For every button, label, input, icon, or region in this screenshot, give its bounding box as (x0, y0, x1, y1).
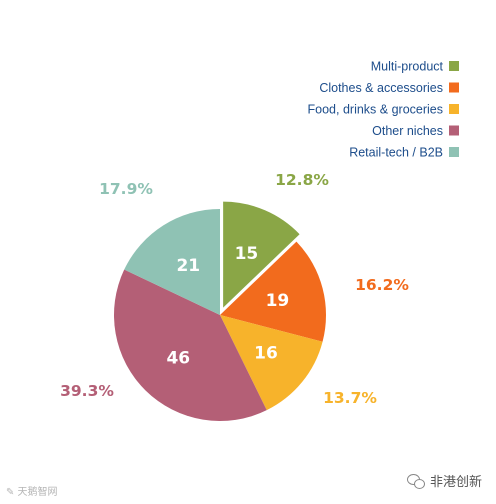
slice-value-other-niches: 46 (166, 348, 190, 368)
legend-swatch-other-niches (449, 125, 459, 136)
legend-swatch-clothes-accessories (449, 82, 459, 93)
legend-label-other-niches: Other niches (372, 124, 443, 138)
watermark-right-text: 非港创新 (429, 475, 482, 490)
legend-swatch-retail-tech-b2b (449, 147, 459, 157)
slice-food-drinks-groceries (220, 315, 323, 411)
watermark-right: 非港创新 (406, 471, 482, 490)
legend-swatch-multi-product (449, 61, 459, 71)
slice-value-multi-product: 15 (235, 244, 259, 264)
slice-value-food-drinks-groceries: 16 (254, 344, 278, 364)
legend-label-retail-tech-b2b: Retail-tech / B2B (349, 146, 443, 160)
slice-value-clothes-accessories: 19 (266, 291, 290, 311)
slice-other-niches (113, 269, 267, 421)
slice-clothes-accessories (220, 241, 327, 342)
chart-legend: Multi-product Clothes & accessories Food, … (308, 60, 459, 160)
slice-percent-other-niches: 39.3% (60, 382, 114, 400)
pie-slices (113, 201, 327, 421)
slice-multi-product (223, 201, 300, 308)
slice-value-retail-tech-b2b: 21 (176, 256, 200, 276)
wechat-icon (406, 473, 425, 489)
slice-value-labels: 15 19 16 46 21 (166, 244, 289, 368)
slice-percent-clothes-accessories: 16.2% (355, 276, 409, 294)
legend-label-food-drinks-groceries: Food, drinks & groceries (308, 103, 443, 117)
slice-percent-retail-tech-b2b: 17.9% (99, 180, 153, 198)
watermark-left: ✎ 天鹅智网 (6, 487, 58, 498)
slice-retail-tech-b2b (124, 209, 220, 315)
slice-percent-food-drinks-groceries: 13.7% (323, 389, 377, 407)
slice-percent-labels: 12.8% 16.2% 13.7% 39.3% 17.9% (60, 171, 409, 407)
slice-percent-multi-product: 12.8% (275, 171, 329, 189)
legend-label-clothes-accessories: Clothes & accessories (319, 81, 443, 95)
legend-label-multi-product: Multi-product (371, 60, 444, 74)
legend-swatch-food-drinks-groceries (449, 104, 459, 114)
